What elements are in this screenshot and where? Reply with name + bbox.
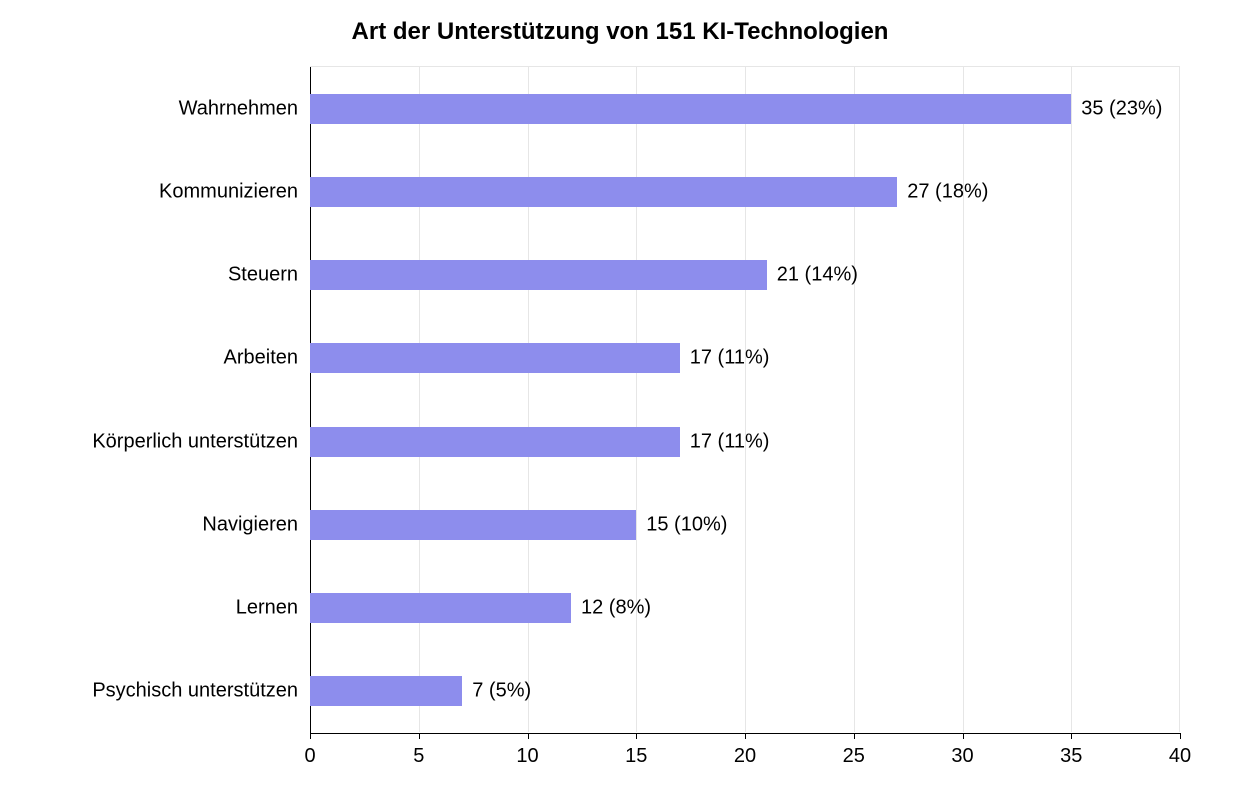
bar-value-label: 35 (23%) <box>1081 97 1162 120</box>
bar <box>310 177 897 207</box>
grid-line <box>854 67 855 732</box>
y-axis-label: Steuern <box>228 264 298 287</box>
x-tick-label: 15 <box>625 745 647 768</box>
x-tick-label: 20 <box>734 745 756 768</box>
y-axis-label: Navigieren <box>202 513 298 536</box>
x-tick-label: 5 <box>413 745 424 768</box>
x-tick-mark <box>1180 733 1181 739</box>
bar-value-label: 7 (5%) <box>472 680 531 703</box>
grid-line <box>1071 67 1072 732</box>
bar-value-label: 12 (8%) <box>581 597 651 620</box>
y-axis-label: Psychisch unterstützen <box>92 680 298 703</box>
bar <box>310 510 636 540</box>
grid-line <box>745 67 746 732</box>
chart-container: Art der Unterstützung von 151 KI-Technol… <box>0 0 1240 801</box>
bar-value-label: 27 (18%) <box>907 180 988 203</box>
y-axis-label: Lernen <box>236 597 298 620</box>
x-axis-line <box>310 733 1180 734</box>
x-tick-label: 0 <box>304 745 315 768</box>
y-axis-label: Körperlich unterstützen <box>92 430 298 453</box>
bar <box>310 343 680 373</box>
bar-value-label: 17 (11%) <box>690 430 770 453</box>
x-tick-label: 30 <box>951 745 973 768</box>
x-tick-label: 40 <box>1169 745 1191 768</box>
bar-value-label: 17 (11%) <box>690 347 770 370</box>
y-axis-label: Wahrnehmen <box>179 97 298 120</box>
grid-line <box>636 67 637 732</box>
bar <box>310 94 1071 124</box>
bar-value-label: 15 (10%) <box>646 513 727 536</box>
y-axis-line <box>310 67 311 733</box>
chart-title: Art der Unterstützung von 151 KI-Technol… <box>0 18 1240 46</box>
bar <box>310 676 462 706</box>
bar <box>310 427 680 457</box>
bar <box>310 593 571 623</box>
grid-line <box>963 67 964 732</box>
bar-value-label: 21 (14%) <box>777 264 858 287</box>
grid-line <box>419 67 420 732</box>
x-tick-label: 35 <box>1060 745 1082 768</box>
y-axis-label: Arbeiten <box>224 347 299 370</box>
x-tick-label: 25 <box>843 745 865 768</box>
x-tick-label: 10 <box>516 745 538 768</box>
plot-area: 0510152025303540Wahrnehmen35 (23%)Kommun… <box>310 66 1180 732</box>
bar <box>310 260 767 290</box>
y-axis-label: Kommunizieren <box>159 180 298 203</box>
grid-line <box>528 67 529 732</box>
